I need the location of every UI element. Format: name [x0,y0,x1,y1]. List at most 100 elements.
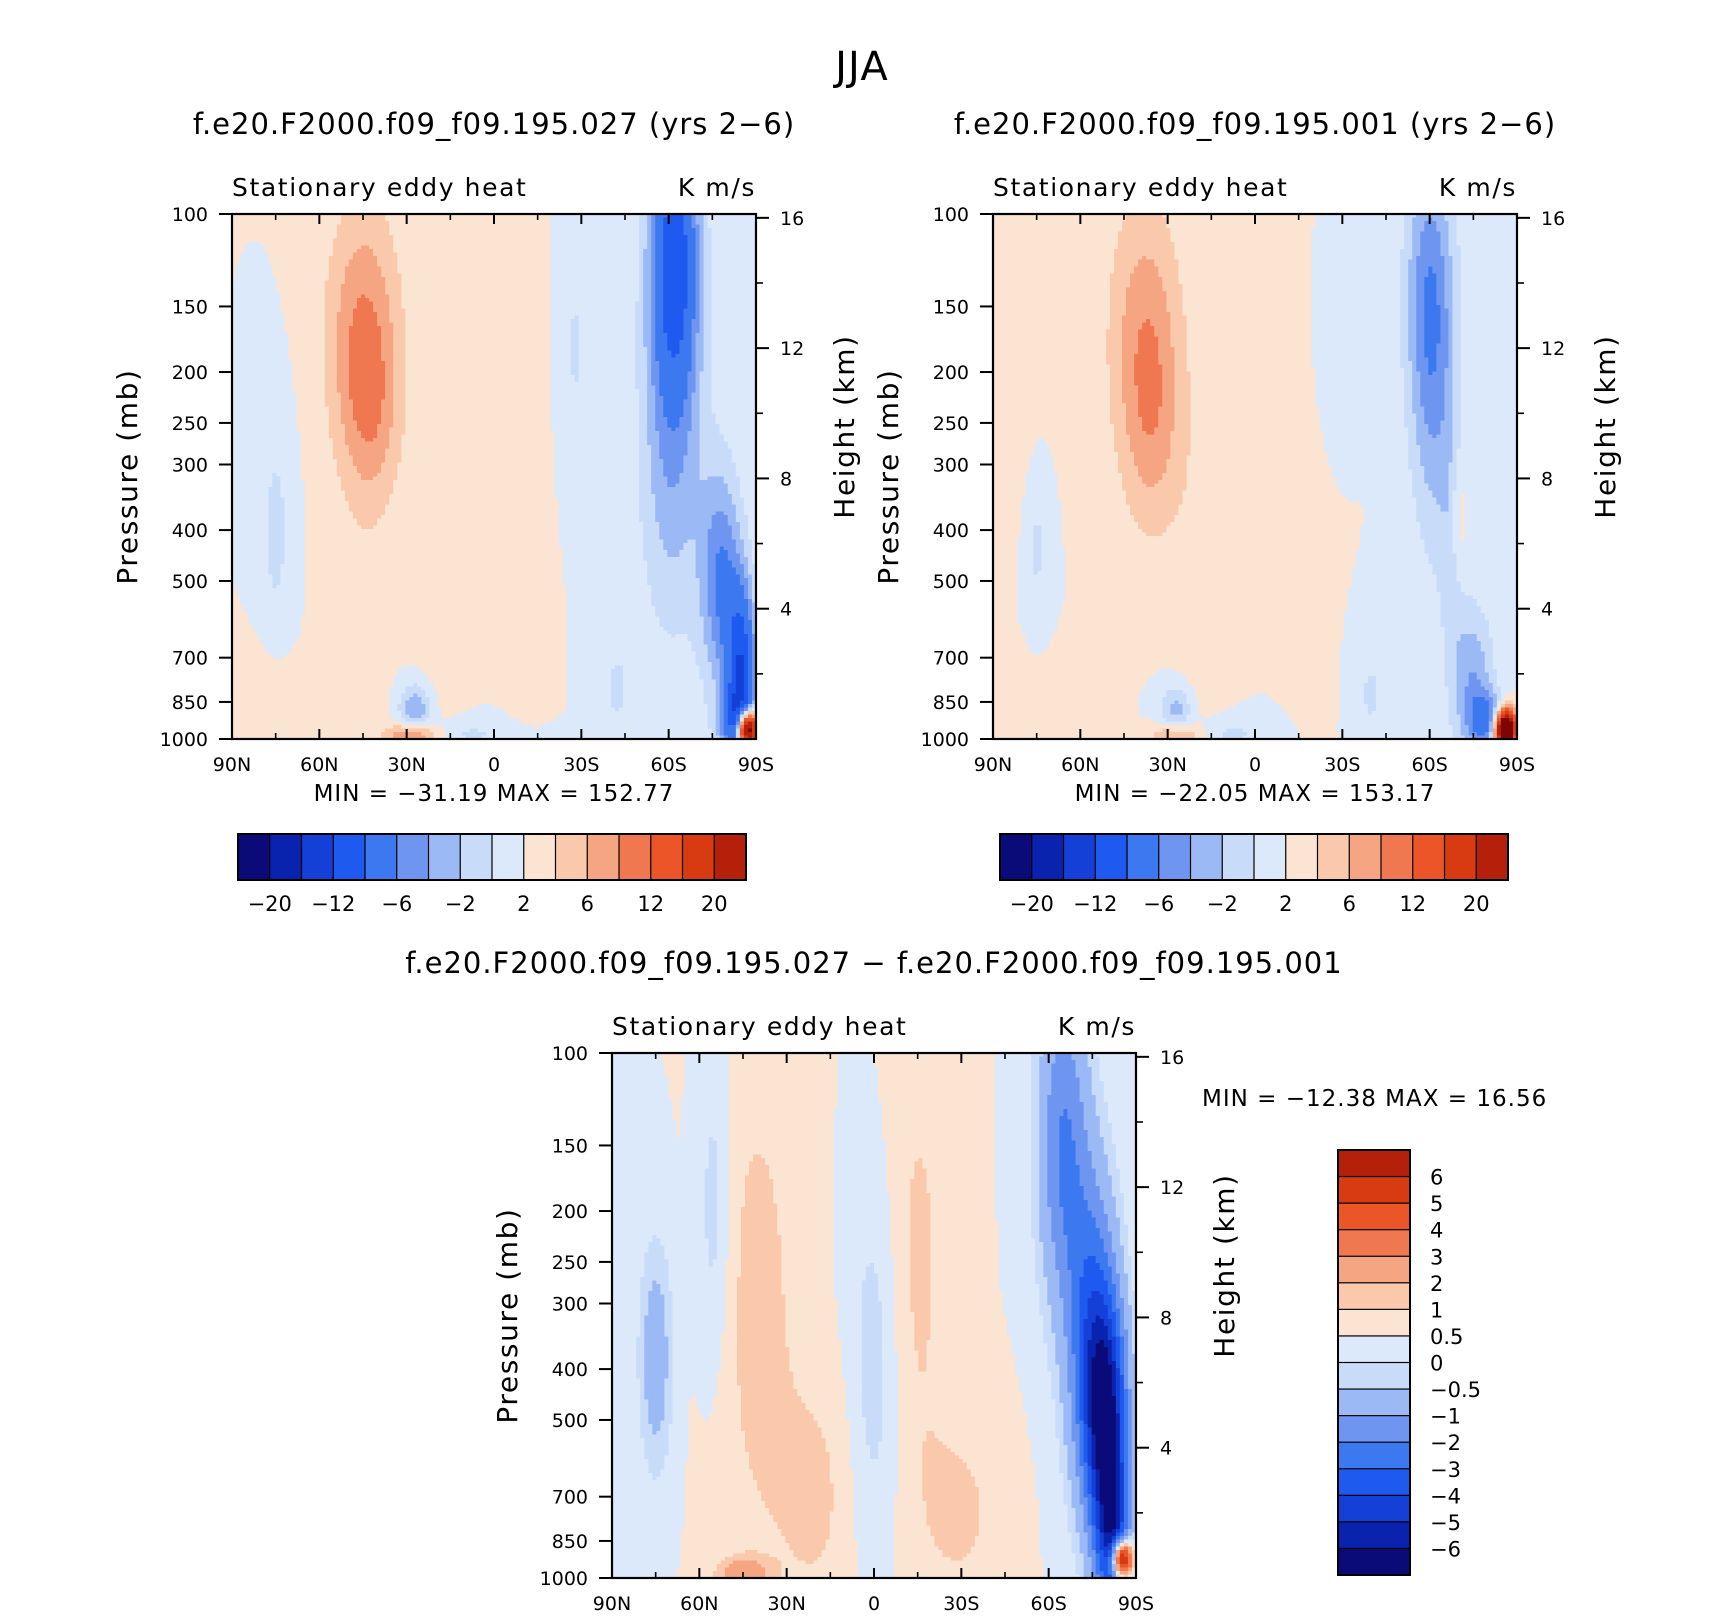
contour-cell [305,218,310,222]
contour-cell [575,218,580,222]
contour-cell [296,218,301,222]
contour-cell [534,221,539,225]
contour-cell [470,225,475,229]
contour-cell [409,221,414,225]
contour-cell [377,221,382,225]
contour-cell [405,225,410,229]
contour-cell [462,225,467,229]
contour-cell [357,225,362,229]
contour-cell [679,218,684,222]
contour-cell [587,221,592,225]
contour-cell [305,228,310,232]
contour-cell [288,218,293,222]
contour-cell [430,221,435,225]
contour-cell [534,225,539,229]
contour-cell [373,221,378,225]
contour-cell [389,221,394,225]
contour-cell [466,218,471,222]
contour-cell [700,221,705,225]
contour-cell [256,225,261,229]
contour-cell [301,225,306,229]
contour-cell [236,228,241,232]
contour-cell [498,225,503,229]
contour-cell [635,221,640,225]
contour-cell [361,221,366,225]
contour-cell [591,221,596,225]
contour-cell [591,218,596,222]
contour-cell [401,218,406,222]
contour-cell [292,225,297,229]
contour-cell [744,221,749,225]
contour-cell [643,221,648,225]
contour-cell [353,218,358,222]
contour-cell [446,228,451,232]
contour-cell [651,218,656,222]
contour-cell [268,228,273,232]
contour-cell [454,225,459,229]
page-title: JJA [832,44,889,90]
contour-cell [313,221,318,225]
contour-cell [530,225,535,229]
contour-cell [478,225,483,229]
contour-cell [248,218,253,222]
contour-cell [514,225,519,229]
contour-cell [683,218,688,222]
contour-cell [748,221,753,225]
contour-cell [679,225,684,229]
contour-cell [607,221,612,225]
contour-cell [615,221,620,225]
contour-cell [530,218,535,222]
contour-cell [313,225,318,229]
contour-cell [357,228,362,232]
contour-cell [248,228,253,232]
contour-cell [740,225,745,229]
contour-cell [724,225,729,229]
contour-cell [663,225,668,229]
contour-cell [385,221,390,225]
contour-cell [292,218,297,222]
contour-cell [510,218,515,222]
contour-cell [663,218,668,222]
contour-cell [377,218,382,222]
contour-cell [434,228,439,232]
contour-cell [514,221,519,225]
contour-cell [571,225,576,229]
contour-cell [264,228,269,232]
contour-cell [284,221,289,225]
contour-cell [454,221,459,225]
contour-cell [619,225,624,229]
contour-cell [244,218,249,222]
contour-cell [716,225,721,229]
contour-cell [309,221,314,225]
contour-cell [478,218,483,222]
contour-cell [583,225,588,229]
contour-cell [276,225,281,229]
contour-cell [236,218,241,222]
contour-cell [518,221,523,225]
contour-cell [454,228,459,232]
contour-cell [337,218,342,222]
contour-cell [365,218,370,222]
contour-cell [329,225,334,229]
contour-cell [425,228,430,232]
contour-cell [748,225,753,229]
contour-cell [421,225,426,229]
contour-cell [498,221,503,225]
contour-cell [353,228,358,232]
contour-cell [538,218,543,222]
contour-cell [558,218,563,222]
contour-cell [405,228,410,232]
contour-cell [704,218,709,222]
contour-cell [494,225,499,229]
contour-cell [357,221,362,225]
contour-cell [361,225,366,229]
contour-cell [571,218,576,222]
contour-cell [647,225,652,229]
contour-cell [301,221,306,225]
contour-cell [687,221,692,225]
contour-cell [317,225,322,229]
contour-cell [321,221,326,225]
contour-cell [365,225,370,229]
contour-cell [526,218,531,222]
contour-cell [280,225,285,229]
